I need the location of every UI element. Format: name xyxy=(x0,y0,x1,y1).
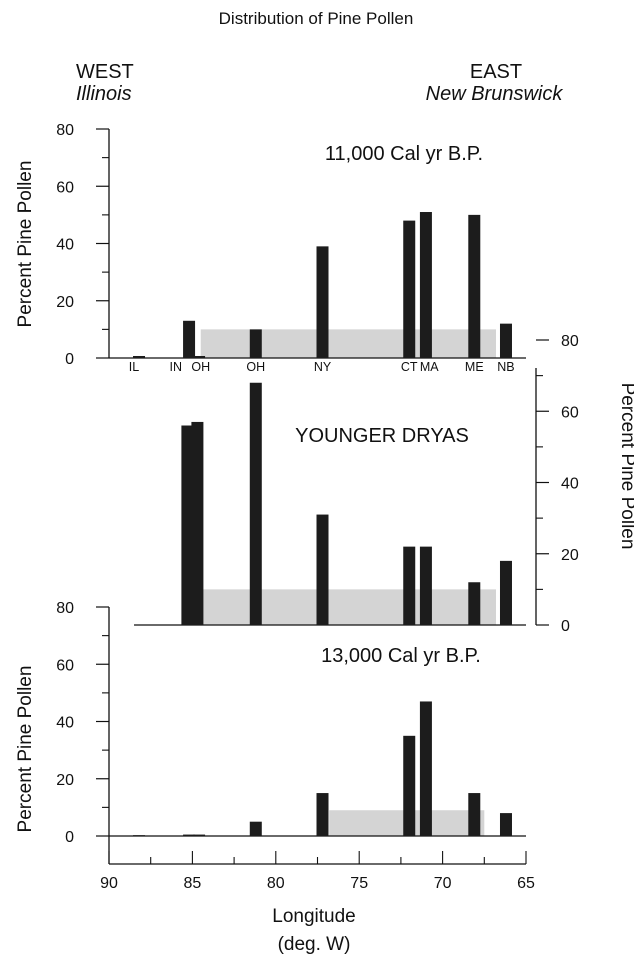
panel-middle-y-tick-label: 20 xyxy=(561,547,579,564)
panel-middle-y-tick-label: 0 xyxy=(561,618,570,635)
panel-middle-y-tick-label: 60 xyxy=(561,404,579,421)
panel-bottom-y-tick-label: 40 xyxy=(56,715,74,732)
panel-top-bar xyxy=(419,212,432,358)
panel-bottom-bar xyxy=(193,834,206,836)
site-label: CT xyxy=(401,360,418,374)
panel-middle-y-tick-label: 80 xyxy=(561,333,579,350)
panel-bottom-y-axis-label: Percent Pine Pollen xyxy=(15,666,36,833)
site-label: NY xyxy=(314,360,332,374)
site-label: IL xyxy=(129,360,139,374)
panel-middle-shaded-band xyxy=(200,589,496,625)
x-tick-label: 75 xyxy=(350,875,368,892)
panel-bottom-y-tick-label: 80 xyxy=(56,600,74,617)
panel-bottom-bar xyxy=(499,813,512,836)
panel-bottom-bar xyxy=(249,821,262,836)
panel-top-bar xyxy=(403,220,416,358)
west-label: WEST xyxy=(76,61,134,83)
panel-bottom-y-tick-label: 20 xyxy=(56,772,74,789)
x-tick-label: 80 xyxy=(267,875,285,892)
x-tick-label: 85 xyxy=(184,875,202,892)
x-tick-label: 65 xyxy=(517,875,535,892)
panel-middle-bar xyxy=(499,560,512,625)
panel-top-y-tick-label: 80 xyxy=(56,122,74,139)
x-axis-unit: (deg. W) xyxy=(278,934,351,955)
panel-middle-bar xyxy=(468,582,481,625)
panel-top-bar xyxy=(499,323,512,358)
panel-top-bar xyxy=(183,320,196,358)
panel-bottom-bar xyxy=(183,834,196,836)
x-tick-label: 90 xyxy=(100,875,118,892)
site-label: IN xyxy=(169,360,182,374)
panel-top: 11,000 Cal yr B.P. Percent Pine Pollen 0… xyxy=(15,122,526,374)
east-sublabel: New Brunswick xyxy=(426,83,564,105)
panel-top-bar xyxy=(468,214,481,358)
panel-bottom-bar xyxy=(316,793,329,836)
site-label: OH xyxy=(246,360,265,374)
panel-bottom-y-tick-label: 0 xyxy=(65,829,74,846)
panel-middle-y-axis-label: Percent Pine Pollen xyxy=(617,383,634,550)
x-tick-label: 70 xyxy=(434,875,452,892)
panel-middle-bar xyxy=(181,425,194,625)
panel-top-y-tick-label: 20 xyxy=(56,294,74,311)
panel-middle-y-tick-label: 40 xyxy=(561,476,579,493)
panel-bottom-y-tick-label: 60 xyxy=(56,657,74,674)
panel-top-shaded-band xyxy=(200,329,496,358)
panel-top-bar xyxy=(249,329,262,358)
site-label: ME xyxy=(465,360,484,374)
panel-bottom-bar xyxy=(419,701,432,836)
panel-top-bar xyxy=(133,355,146,358)
panel-bottom-bar xyxy=(468,793,481,836)
panel-bottom-bar xyxy=(133,835,146,836)
west-sublabel: Illinois xyxy=(76,83,132,105)
chart-title: Distribution of Pine Pollen xyxy=(219,9,414,28)
site-label: NB xyxy=(497,360,514,374)
panel-middle: YOUNGER DRYAS Percent Pine Pollen 0 20 40 6… xyxy=(134,333,634,635)
panel-top-y-tick-label: 60 xyxy=(56,179,74,196)
panel-top-y-axis-label: Percent Pine Pollen xyxy=(15,161,36,328)
panel-bottom: 13,000 Cal yr B.P. Percent Pine Pollen 0… xyxy=(15,600,535,892)
panel-middle-bar xyxy=(191,421,204,625)
panel-top-y-tick-label: 40 xyxy=(56,237,74,254)
east-label: EAST xyxy=(470,61,522,83)
panel-middle-bar xyxy=(403,546,416,625)
panel-top-bar xyxy=(316,246,329,358)
site-label: MA xyxy=(420,360,439,374)
panel-top-title: 11,000 Cal yr B.P. xyxy=(325,143,483,165)
panel-top-bar xyxy=(193,355,206,358)
panel-bottom-bar xyxy=(403,735,416,836)
panel-middle-bar xyxy=(419,546,432,625)
site-label: OH xyxy=(191,360,210,374)
panel-top-y-tick-label: 0 xyxy=(65,351,74,368)
x-axis-label: Longitude xyxy=(272,906,355,927)
panel-middle-title: YOUNGER DRYAS xyxy=(295,425,469,447)
panel-middle-bar xyxy=(316,514,329,625)
panel-middle-bar xyxy=(249,382,262,625)
panel-bottom-title: 13,000 Cal yr B.P. xyxy=(321,645,481,667)
